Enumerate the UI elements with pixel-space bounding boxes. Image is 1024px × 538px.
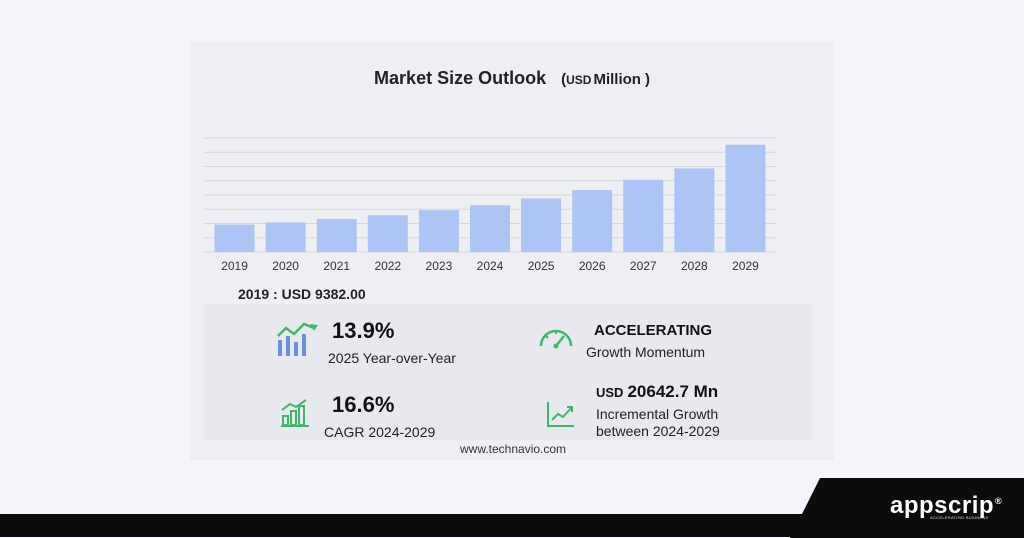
bar-growth-icon bbox=[281, 399, 309, 427]
cagr-label: CAGR 2024-2029 bbox=[324, 424, 436, 440]
bar-2021 bbox=[316, 218, 357, 252]
yoy-value: 13.9% bbox=[332, 318, 395, 343]
incremental-label: Incremental Growth between 2024-2029 bbox=[596, 406, 720, 439]
speedometer-icon bbox=[539, 329, 573, 349]
x-tick-label: 2025 bbox=[528, 259, 555, 273]
bar-2023 bbox=[418, 210, 459, 252]
x-tick-label: 2020 bbox=[272, 259, 299, 273]
x-tick-label: 2019 bbox=[221, 259, 248, 273]
bar-2027 bbox=[623, 179, 664, 252]
yoy-label: 2025 Year-over-Year bbox=[328, 350, 456, 366]
x-tick-label: 2022 bbox=[374, 259, 401, 273]
bar-2019 bbox=[214, 224, 255, 252]
footer-brand-tab bbox=[790, 478, 1024, 538]
market-card: Market Size Outlook (USD Million) 2019 202… bbox=[190, 42, 834, 460]
brand-logo[interactable]: appscrip® bbox=[890, 492, 1003, 519]
base-year-note: 2019 : USD 9382.00 bbox=[238, 286, 366, 302]
growth-chart-icon bbox=[277, 322, 318, 356]
chart-title: Market Size Outlook (USD Million) bbox=[190, 68, 834, 89]
bar-2020 bbox=[265, 222, 306, 252]
momentum-label: Growth Momentum bbox=[586, 344, 706, 360]
footer-bar bbox=[0, 514, 1024, 537]
bar-chart: 2019 2020 2021 2022 2023 2024 2025 2026 2027 2028… bbox=[204, 137, 776, 273]
x-tick-label: 2029 bbox=[732, 259, 759, 273]
cagr-value: 16.6% bbox=[332, 392, 395, 417]
x-tick-label: 2027 bbox=[630, 259, 657, 273]
x-tick-label: 2026 bbox=[579, 259, 606, 273]
chart-title-text: Market Size Outlook bbox=[374, 68, 547, 88]
bar-2026 bbox=[572, 190, 613, 252]
chart-unit: (USD Million) bbox=[561, 71, 650, 88]
incremental-value: USD 20642.7 Mn bbox=[596, 382, 719, 401]
bar-2028 bbox=[674, 168, 715, 252]
source-link[interactable]: www.technavio.com bbox=[460, 442, 567, 456]
momentum-value: ACCELERATING bbox=[594, 322, 713, 339]
trend-line-icon bbox=[547, 402, 574, 427]
x-tick-label: 2024 bbox=[477, 259, 504, 273]
brand-tagline: ACCELERATING BUSINESS bbox=[930, 515, 989, 520]
x-tick-label: 2023 bbox=[426, 259, 453, 273]
bar-2029 bbox=[725, 144, 766, 252]
bar-2025 bbox=[521, 198, 562, 252]
x-tick-label: 2021 bbox=[323, 259, 350, 273]
bar-2024 bbox=[470, 205, 510, 252]
bar-2022 bbox=[367, 215, 408, 252]
x-tick-label: 2028 bbox=[681, 259, 708, 273]
stats-panel: 13.9% 2025 Year-over-Year ACCELERATING G… bbox=[204, 304, 812, 440]
